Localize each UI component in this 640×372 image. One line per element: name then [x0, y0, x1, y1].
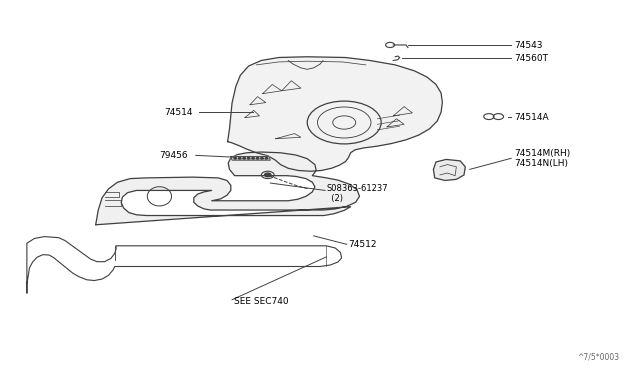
Circle shape: [252, 158, 254, 159]
Text: 74512: 74512: [349, 240, 377, 249]
Polygon shape: [231, 157, 270, 160]
Circle shape: [239, 158, 241, 159]
Text: SEE SEC740: SEE SEC740: [234, 297, 289, 306]
Circle shape: [243, 158, 246, 159]
Text: S08363-61237
  (2): S08363-61237 (2): [326, 184, 388, 203]
Circle shape: [256, 158, 259, 159]
Text: 79456: 79456: [159, 151, 188, 160]
Text: 74560T: 74560T: [515, 54, 548, 63]
Text: ^7/5*0003: ^7/5*0003: [577, 352, 620, 361]
Circle shape: [265, 158, 268, 159]
Circle shape: [260, 158, 263, 159]
Polygon shape: [96, 152, 360, 225]
Text: 74514: 74514: [164, 108, 193, 117]
Circle shape: [234, 158, 237, 159]
Polygon shape: [433, 160, 465, 180]
Circle shape: [264, 173, 271, 177]
Text: 74543: 74543: [515, 41, 543, 50]
Text: 74514A: 74514A: [515, 113, 549, 122]
Circle shape: [247, 158, 250, 159]
Polygon shape: [228, 57, 442, 171]
Text: 74514M(RH)
74514N(LH): 74514M(RH) 74514N(LH): [515, 148, 571, 168]
